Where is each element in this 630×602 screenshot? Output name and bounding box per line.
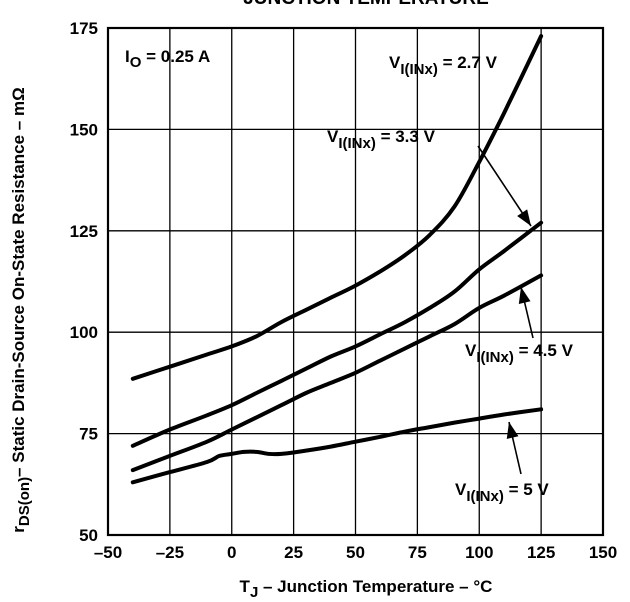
y-tick-label: 50	[79, 526, 98, 545]
series-label-5v: VI(INx) = 5 V	[455, 480, 549, 505]
condition-main: I	[125, 47, 130, 66]
y-axis-label: rDS(on)– Static Drain-Source On-State Re…	[9, 87, 33, 532]
series-line-3-3v	[130, 220, 544, 448]
x-tick-label: 50	[346, 543, 365, 562]
x-tick-label: 125	[527, 543, 555, 562]
series-lines	[130, 34, 544, 485]
chart-title: JUNCTION TEMPERATURE	[243, 0, 489, 9]
series-label-rest: = 2.7 V	[438, 53, 498, 72]
series-label-4-5v: VI(INx) = 4.5 V	[465, 341, 574, 366]
x-tick-label: 100	[465, 543, 493, 562]
y-axis-label-rest: – Static Drain-Source On-State Resistanc…	[9, 87, 28, 477]
x-axis-label-rest: – Junction Temperature – °C	[258, 577, 492, 596]
x-tick-label: 0	[227, 543, 236, 562]
series-label-2-7v: VI(INx) = 2.7 V	[389, 53, 498, 78]
y-axis-label-main: r	[9, 526, 28, 533]
series-label-main: V	[455, 480, 467, 499]
series-line-5v	[130, 407, 544, 485]
y-tick-label: 175	[70, 19, 98, 38]
plot-border	[106, 26, 605, 537]
y-axis-label-sub: DS(on)	[16, 477, 33, 526]
x-tick-label: –25	[156, 543, 184, 562]
condition-label: IO = 0.25 A	[125, 47, 210, 71]
annotation-arrows	[477, 145, 534, 475]
series-label-sub: I(INx)	[466, 488, 504, 505]
x-tick-label: 150	[589, 543, 617, 562]
condition-rest: = 0.25 A	[141, 47, 210, 66]
series-line-4-5v	[130, 273, 544, 473]
series-label-sub: I(INx)	[476, 349, 514, 366]
y-tick-label: 125	[70, 222, 98, 241]
arrow-4-5v-head	[518, 287, 531, 304]
series-label-main: V	[327, 127, 339, 146]
x-axis-label-main: T	[240, 577, 251, 596]
y-tick-label: 150	[70, 120, 98, 139]
series-label-sub: I(INx)	[338, 135, 376, 152]
series-label-rest: = 4.5 V	[514, 341, 574, 360]
arrow-5v-head	[506, 422, 519, 439]
grid	[108, 28, 603, 535]
x-tick-label: 25	[284, 543, 303, 562]
series-label-3-3v: VI(INx) = 3.3 V	[327, 127, 436, 152]
y-tick-label: 75	[79, 425, 98, 444]
arrow-3-3v-head	[517, 209, 531, 226]
plot-frame	[106, 26, 605, 537]
y-tick-labels: 50 75 100 125 150 175	[70, 19, 98, 545]
series-label-rest: = 5 V	[504, 480, 550, 499]
x-tick-label: –50	[94, 543, 122, 562]
condition-sub: O	[130, 54, 142, 71]
x-tick-label: 75	[408, 543, 427, 562]
x-axis-label-sub: J	[250, 584, 258, 601]
series-label-main: V	[465, 341, 477, 360]
series-label-main: V	[389, 53, 401, 72]
series-label-rest: = 3.3 V	[376, 127, 436, 146]
x-tick-labels: –50 –25 0 25 50 75 100 125 150	[94, 543, 617, 562]
x-axis-label: TJ – Junction Temperature – °C	[240, 577, 493, 601]
series-line-2-7v	[130, 34, 544, 381]
y-tick-label: 100	[70, 323, 98, 342]
series-label-sub: I(INx)	[400, 61, 438, 78]
